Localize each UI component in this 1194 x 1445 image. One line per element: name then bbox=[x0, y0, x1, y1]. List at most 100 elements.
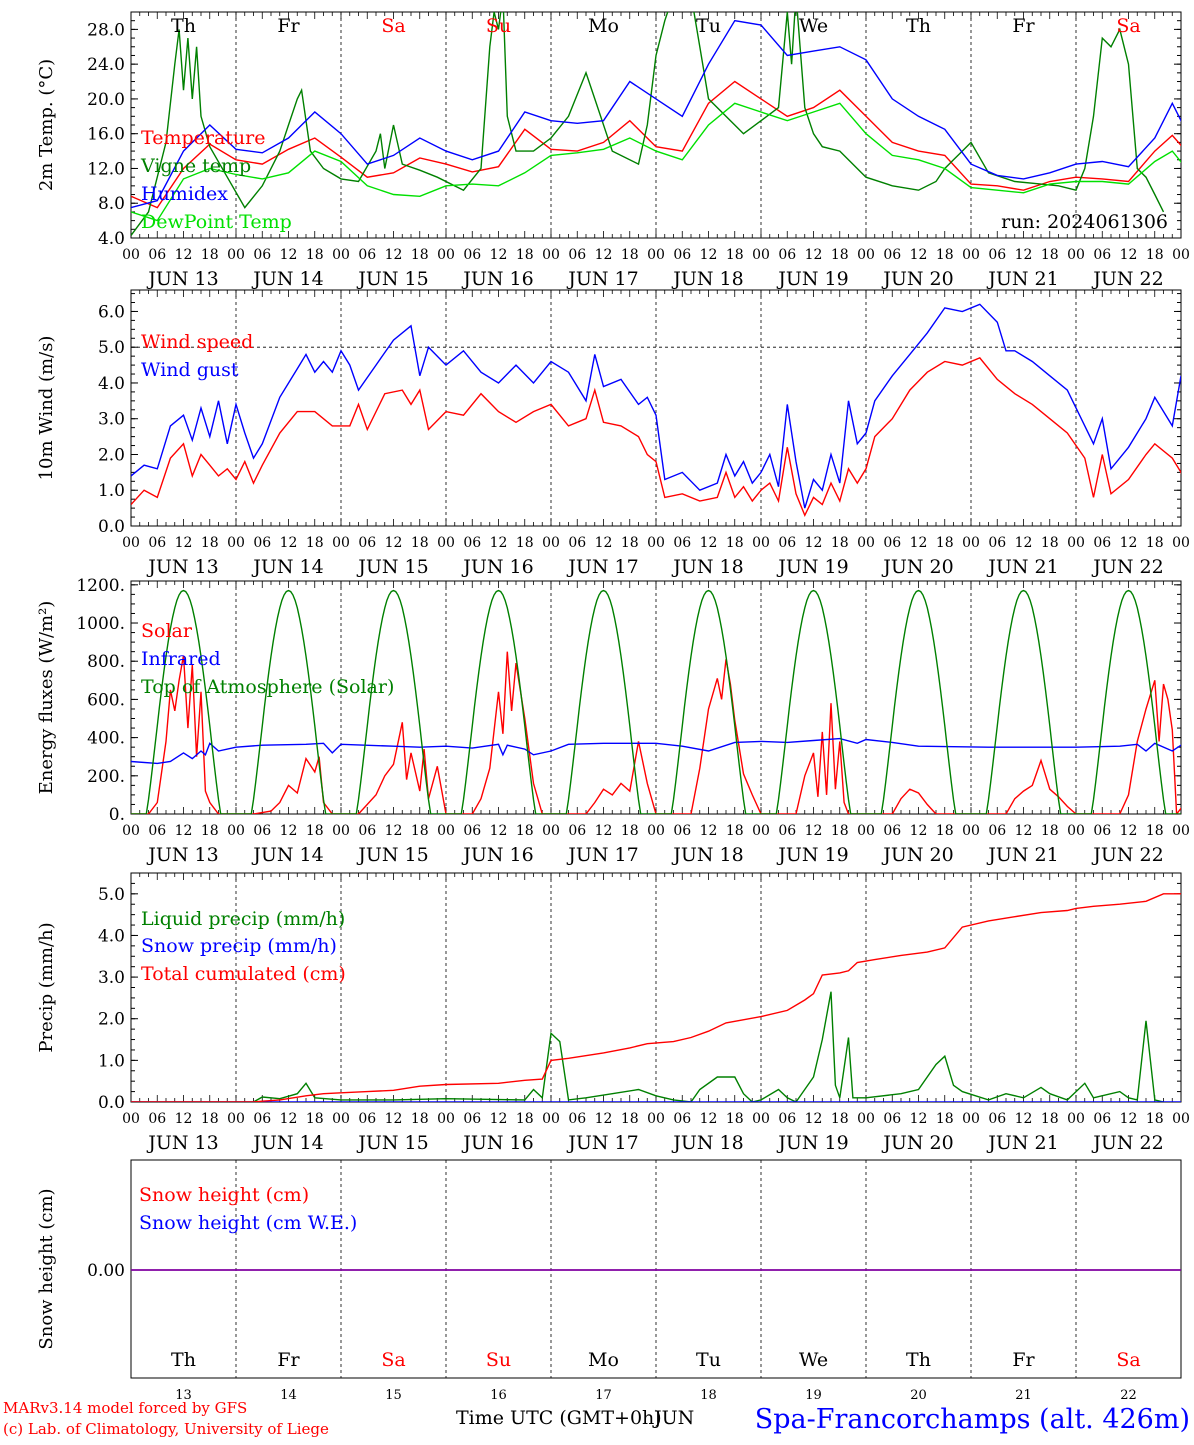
run-label: run: 2024061306 bbox=[1001, 211, 1168, 233]
hour-tick-label: 18 bbox=[516, 535, 534, 551]
y-tick-label: 400. bbox=[87, 729, 125, 749]
hour-tick-label: 06 bbox=[778, 535, 796, 551]
legend-entry: Vigne temp bbox=[140, 155, 251, 177]
date-label: JUN 14 bbox=[251, 268, 323, 290]
date-label: JUN 13 bbox=[146, 556, 218, 578]
y-axis-label: Precip (mm/h) bbox=[36, 922, 57, 1052]
model-credit: MARv3.14 model forced by GFS bbox=[3, 1399, 247, 1417]
hour-tick-label: 00 bbox=[1067, 247, 1085, 263]
y-tick-label: 5.0 bbox=[98, 338, 125, 358]
hour-tick-label: 18 bbox=[621, 535, 639, 551]
weekday-label: Fr bbox=[277, 1349, 300, 1371]
date-label: JUN 14 bbox=[251, 556, 323, 578]
hour-tick-label: 06 bbox=[673, 1111, 691, 1127]
date-label: JUN 16 bbox=[461, 268, 533, 290]
weekday-label: We bbox=[799, 1349, 828, 1371]
hour-tick-label: 00 bbox=[752, 1111, 770, 1127]
hour-tick-label: 18 bbox=[411, 1111, 429, 1127]
y-tick-label: 800. bbox=[87, 652, 125, 672]
hour-tick-label: 12 bbox=[595, 823, 613, 839]
hour-tick-label: 00 bbox=[962, 535, 980, 551]
series-line-wind-speed bbox=[131, 357, 1181, 518]
weekday-label: Th bbox=[906, 1349, 931, 1371]
weekday-label: Sa bbox=[1116, 15, 1140, 37]
hour-tick-label: 12 bbox=[805, 823, 823, 839]
hour-tick-label: 06 bbox=[1093, 1111, 1111, 1127]
hour-tick-label: 18 bbox=[621, 823, 639, 839]
hour-tick-label: 06 bbox=[568, 1111, 586, 1127]
series-group bbox=[131, 893, 1181, 1102]
hour-tick-label: 18 bbox=[726, 1111, 744, 1127]
hour-tick-label: 06 bbox=[1093, 823, 1111, 839]
hour-tick-label: 12 bbox=[1120, 823, 1138, 839]
weekday-label: Th bbox=[171, 1349, 196, 1371]
date-label: JUN 21 bbox=[986, 844, 1058, 866]
hour-tick-label: 00 bbox=[647, 247, 665, 263]
day-number-label: 19 bbox=[805, 1388, 822, 1403]
hour-tick-label: 12 bbox=[700, 247, 718, 263]
panel-4: 0.0 1.0 2.0 3.0 4.0 5.0 Precip (mm/h) Liquid pr… bbox=[36, 872, 1190, 1154]
hour-tick-label: 12 bbox=[490, 535, 508, 551]
day-number-label: 18 bbox=[700, 1388, 717, 1403]
hour-tick-label: 12 bbox=[280, 535, 298, 551]
hour-tick-label: 00 bbox=[1067, 535, 1085, 551]
hour-tick-label: 12 bbox=[700, 823, 718, 839]
day-number-label: 13 bbox=[175, 1388, 192, 1403]
date-label: JUN 22 bbox=[1091, 1132, 1163, 1154]
date-label: JUN 20 bbox=[881, 556, 953, 578]
date-label: JUN 16 bbox=[461, 844, 533, 866]
hour-tick-label: 00 bbox=[332, 535, 350, 551]
hour-tick-label: 18 bbox=[201, 1111, 219, 1127]
hour-tick-label: 00 bbox=[542, 1111, 560, 1127]
hour-tick-label: 12 bbox=[700, 1111, 718, 1127]
hour-tick-label: 18 bbox=[1041, 1111, 1059, 1127]
hour-tick-label: 12 bbox=[490, 823, 508, 839]
hour-tick-label: 00 bbox=[437, 247, 455, 263]
weekday-label: Mo bbox=[588, 1349, 619, 1371]
date-label: JUN 17 bbox=[566, 556, 638, 578]
hour-tick-label: 12 bbox=[1120, 1111, 1138, 1127]
hour-tick-label: 12 bbox=[595, 1111, 613, 1127]
date-label: JUN 20 bbox=[881, 844, 953, 866]
hour-tick-label: 06 bbox=[673, 535, 691, 551]
date-label: JUN 13 bbox=[146, 1132, 218, 1154]
y-tick-label: 1.0 bbox=[98, 1051, 125, 1071]
hour-tick-label: 06 bbox=[778, 247, 796, 263]
hour-tick-label: 12 bbox=[910, 1111, 928, 1127]
hour-tick-label: 06 bbox=[463, 247, 481, 263]
legend-entry: Snow height (cm W.E.) bbox=[139, 1212, 357, 1234]
hour-tick-label: 18 bbox=[726, 247, 744, 263]
weekday-label: Su bbox=[486, 1349, 511, 1371]
day-number-label: 14 bbox=[280, 1388, 297, 1403]
date-label: JUN 15 bbox=[356, 844, 428, 866]
date-label: JUN 18 bbox=[671, 268, 743, 290]
hour-tick-label: 06 bbox=[253, 535, 271, 551]
day-number-label: 16 bbox=[490, 1388, 507, 1403]
hour-tick-label: 12 bbox=[385, 247, 403, 263]
weekday-label: Tu bbox=[696, 15, 721, 37]
hour-tick-label: 12 bbox=[1120, 247, 1138, 263]
hour-tick-label: 12 bbox=[385, 823, 403, 839]
hour-tick-label: 06 bbox=[883, 1111, 901, 1127]
hour-tick-label: 00 bbox=[227, 1111, 245, 1127]
hour-tick-label: 06 bbox=[883, 535, 901, 551]
date-label: JUN 15 bbox=[356, 268, 428, 290]
y-axis-label: 10m Wind (m/s) bbox=[36, 336, 57, 481]
date-label: JUN 19 bbox=[776, 268, 848, 290]
date-label: JUN 22 bbox=[1091, 556, 1163, 578]
hour-tick-label: 06 bbox=[463, 1111, 481, 1127]
hour-tick-label: 00 bbox=[962, 247, 980, 263]
station-label: Spa-Francorchamps (alt. 426m) bbox=[755, 1404, 1190, 1435]
day-number-label: 20 bbox=[910, 1388, 927, 1403]
y-tick-label: 3.0 bbox=[98, 410, 125, 430]
y-tick-label: 0.0 bbox=[98, 517, 125, 537]
hour-tick-label: 18 bbox=[306, 535, 324, 551]
hour-tick-label: 06 bbox=[253, 247, 271, 263]
hour-tick-label: 00 bbox=[122, 535, 140, 551]
date-label: JUN 19 bbox=[776, 1132, 848, 1154]
hour-tick-label: 18 bbox=[936, 823, 954, 839]
hour-tick-label: 18 bbox=[411, 247, 429, 263]
hour-tick-label: 06 bbox=[988, 247, 1006, 263]
panel-3: 0. 200. 400. 600. 800. 1000. 1200. Energy fluxe… bbox=[36, 576, 1190, 866]
